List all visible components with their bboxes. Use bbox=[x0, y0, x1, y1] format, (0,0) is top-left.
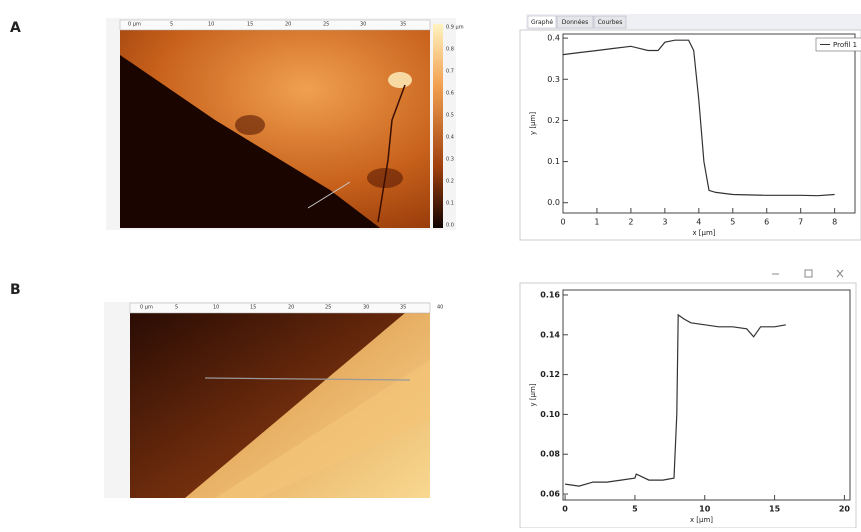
legend-box bbox=[815, 37, 861, 52]
ruler-label: 35 bbox=[400, 305, 406, 311]
x-tick-label: 1 bbox=[594, 218, 599, 227]
y-axis-label: y [µm] bbox=[529, 112, 537, 135]
panel-label: B bbox=[10, 282, 21, 298]
plot-area bbox=[562, 33, 856, 214]
ruler-label: 15 bbox=[250, 305, 256, 311]
line-series bbox=[562, 39, 835, 197]
y-tick-label: 0.12 bbox=[540, 370, 560, 379]
x-axis-label: x [µm] bbox=[692, 229, 715, 237]
y-tick-label: 0.08 bbox=[540, 450, 560, 459]
colorbar-label: 0.0 bbox=[446, 223, 454, 229]
afm-image-b bbox=[104, 302, 431, 498]
ruler-label: 5 bbox=[170, 22, 173, 28]
x-tick-label: 6 bbox=[764, 218, 769, 227]
x-tick-label: 2 bbox=[628, 218, 633, 227]
colorbar-label: 0.5 bbox=[446, 113, 454, 119]
colorbar-label: 0.2 bbox=[446, 179, 454, 185]
tab-label[interactable]: Données bbox=[562, 19, 588, 26]
tab-label[interactable]: Courbes bbox=[598, 19, 623, 26]
y-tick-label: 0.4 bbox=[547, 34, 560, 43]
y-axis-label: y [µm] bbox=[529, 383, 537, 406]
ruler-label: 0 µm bbox=[128, 22, 141, 28]
chart-frame bbox=[519, 282, 857, 529]
panel-label: A bbox=[10, 20, 21, 36]
y-tick-label: 0.2 bbox=[547, 116, 560, 125]
x-tick-label: 10 bbox=[699, 505, 711, 514]
ruler-label: 30 bbox=[360, 22, 366, 28]
x-tick-label: 0 bbox=[562, 505, 568, 514]
legend-label: Profil 1 bbox=[833, 41, 857, 49]
window-controls bbox=[772, 269, 844, 278]
ruler-label: 20 bbox=[288, 305, 294, 311]
ruler-label: 0 µm bbox=[140, 305, 153, 311]
x-tick-label: 15 bbox=[769, 505, 781, 514]
ruler-label: 25 bbox=[325, 305, 331, 311]
chart-frame bbox=[519, 29, 861, 241]
tab[interactable] bbox=[556, 15, 594, 29]
ruler-label: 5 bbox=[175, 305, 178, 311]
y-tick-label: 0.14 bbox=[540, 330, 560, 339]
colorbar-label: 0.8 bbox=[446, 47, 454, 53]
y-tick-label: 0.16 bbox=[540, 290, 560, 299]
ruler-label: 20 bbox=[285, 22, 291, 28]
x-tick-label: 5 bbox=[730, 218, 735, 227]
x-tick-label: 0 bbox=[560, 218, 565, 227]
x-tick-label: 4 bbox=[696, 218, 701, 227]
y-tick-label: 0.06 bbox=[540, 490, 560, 499]
colorbar-label: 0.6 bbox=[446, 91, 454, 97]
colorbar-label: 0.7 bbox=[446, 69, 454, 75]
x-axis-label: x [µm] bbox=[690, 516, 713, 524]
ruler-label: 35 bbox=[400, 22, 406, 28]
x-tick-label: 5 bbox=[632, 505, 638, 514]
x-tick-label: 20 bbox=[839, 505, 851, 514]
ruler-label: 40 bbox=[437, 305, 443, 311]
y-tick-label: 0.10 bbox=[540, 410, 560, 419]
line-series bbox=[565, 313, 786, 487]
x-tick-label: 3 bbox=[662, 218, 667, 227]
tab-label[interactable]: Graphé bbox=[531, 19, 553, 26]
ruler-label: 30 bbox=[363, 305, 369, 311]
ruler-label: 25 bbox=[323, 22, 329, 28]
tab[interactable] bbox=[593, 15, 627, 29]
ruler-label: 15 bbox=[247, 22, 253, 28]
afm-image-a bbox=[106, 18, 456, 230]
x-tick-label: 7 bbox=[798, 218, 803, 227]
colorbar-label: 0.1 bbox=[446, 201, 454, 207]
colorbar-label: 0.9 µm bbox=[446, 25, 464, 31]
colorbar-label: 0.3 bbox=[446, 157, 454, 163]
tab[interactable] bbox=[527, 15, 557, 29]
ruler-label: 10 bbox=[208, 22, 214, 28]
x-tick-label: 8 bbox=[832, 218, 837, 227]
ruler-label: 10 bbox=[213, 305, 219, 311]
plot-area bbox=[562, 289, 851, 501]
y-tick-label: 0.1 bbox=[547, 157, 560, 166]
y-tick-label: 0.3 bbox=[547, 75, 560, 84]
y-tick-label: 0.0 bbox=[547, 198, 560, 207]
colorbar-label: 0.4 bbox=[446, 135, 454, 141]
